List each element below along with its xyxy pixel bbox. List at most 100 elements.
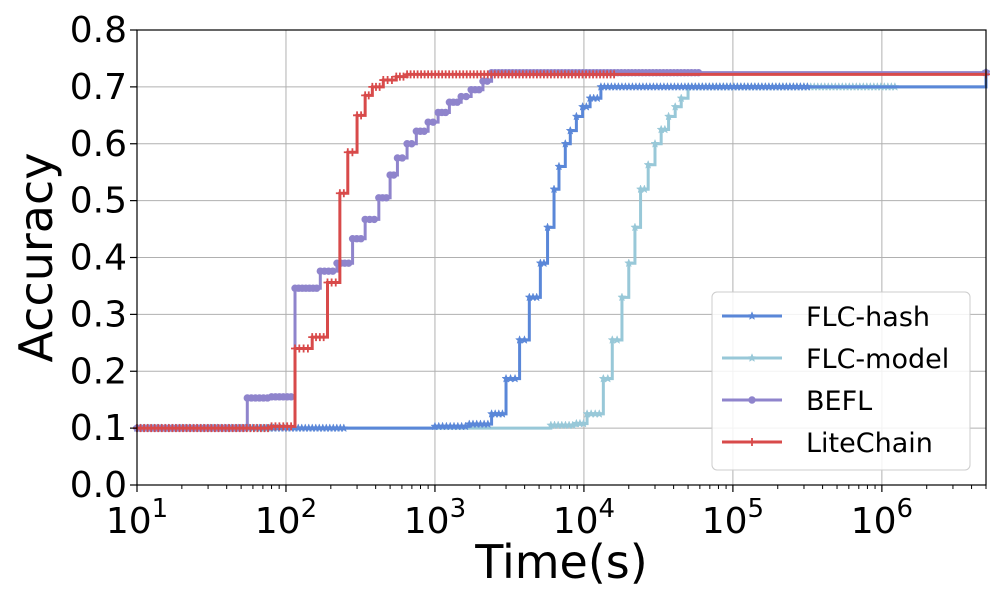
data-point (357, 111, 366, 120)
data-point (348, 148, 357, 157)
data-point (287, 422, 296, 431)
legend-item-litechain: LiteChain (722, 428, 933, 459)
legend-label: LiteChain (806, 428, 933, 459)
x-tick-exponent: 2 (301, 494, 318, 524)
data-point (676, 93, 686, 103)
y-axis-title: Accuracy (9, 152, 63, 362)
series-litechain (133, 70, 990, 433)
data-point (287, 393, 295, 401)
data-point (565, 125, 575, 135)
data-point (612, 335, 622, 344)
y-tick-label: 0.3 (70, 294, 127, 335)
data-point (617, 292, 627, 302)
x-tick-exponent: 1 (152, 494, 169, 524)
x-tick-label: 105 (702, 494, 764, 542)
data-point (462, 92, 470, 101)
data-point (603, 373, 613, 383)
data-point (639, 184, 650, 194)
data-point (554, 161, 564, 171)
data-point (475, 86, 483, 94)
x-tick-base: 10 (553, 501, 599, 542)
minor-ticks (181, 485, 987, 489)
legend-marker (748, 438, 756, 446)
data-point (312, 284, 321, 292)
legend-item-flc-model: FLC-model (722, 344, 949, 375)
data-point (542, 222, 553, 232)
data-point (610, 70, 619, 79)
data-point (643, 159, 653, 169)
data-point (497, 409, 508, 418)
x-tick-label: 106 (851, 494, 913, 542)
y-tick-label: 0.4 (70, 238, 127, 279)
data-point (420, 127, 428, 135)
y-tick-label: 0.8 (70, 10, 127, 51)
legend-item-flc-hash: FLC-hash (722, 302, 930, 333)
data-point (382, 194, 391, 202)
data-point (375, 82, 384, 91)
data-point (339, 189, 348, 198)
data-point (660, 124, 670, 134)
y-tick-label: 0.6 (70, 124, 127, 165)
data-point (303, 344, 312, 353)
data-point (357, 235, 365, 243)
data-point (398, 154, 406, 162)
x-tick-exponent: 3 (450, 494, 467, 524)
x-axis-title: Time(s) (474, 535, 647, 589)
data-point (650, 138, 660, 148)
data-point (408, 140, 416, 148)
data-point (519, 335, 530, 344)
legend: FLC-hash FLC-model BEFL LiteChain (711, 291, 971, 471)
y-tick-label: 0.2 (70, 351, 127, 392)
data-point (594, 409, 604, 418)
data-point (571, 111, 582, 121)
data-point (441, 108, 450, 117)
data-point (581, 101, 592, 111)
data-point (483, 77, 491, 85)
y-tick-label: 0.5 (70, 181, 127, 222)
data-point (453, 98, 461, 106)
x-tick-label: 103 (404, 494, 466, 542)
x-tick-label: 102 (255, 494, 317, 542)
data-point (390, 171, 398, 179)
data-point (331, 278, 340, 287)
legend-label: BEFL (806, 386, 872, 417)
x-tick-exponent: 6 (897, 494, 914, 524)
x-tick-label: 104 (553, 494, 615, 542)
data-point (370, 215, 378, 224)
x-tick-base: 10 (404, 501, 450, 542)
data-point (387, 76, 396, 85)
data-point (578, 418, 589, 428)
data-point (364, 91, 373, 100)
legend-box (711, 291, 971, 471)
data-point (344, 259, 353, 267)
data-point (510, 373, 520, 383)
data-point (483, 419, 493, 429)
data-point (532, 292, 542, 302)
legend-marker (747, 311, 757, 320)
x-tick-exponent: 5 (748, 494, 765, 524)
legend-label: FLC-model (806, 344, 949, 375)
data-point (802, 81, 813, 91)
data-point (592, 93, 602, 103)
legend-marker (747, 353, 757, 362)
data-point (663, 111, 674, 121)
legend-label: FLC-hash (806, 302, 930, 333)
data-point (329, 267, 337, 275)
data-point (429, 118, 437, 126)
x-tick-base: 10 (106, 501, 152, 542)
x-tick-label: 101 (106, 494, 168, 542)
x-tick-base: 10 (851, 501, 897, 542)
data-point (539, 258, 549, 268)
y-tick-label: 0.1 (70, 408, 127, 449)
x-tick-exponent: 4 (599, 494, 616, 524)
data-point (560, 138, 570, 148)
x-axis-ticks: 101 102 103 104 105 106 (106, 485, 913, 542)
y-axis-ticks: 0.0 0.1 0.2 0.3 0.4 0.5 0.6 0.7 0.8 (70, 10, 137, 506)
data-point (630, 222, 640, 232)
series-layer (132, 66, 991, 433)
legend-item-befl: BEFL (722, 386, 872, 417)
y-tick-label: 0.0 (70, 465, 127, 506)
x-tick-base: 10 (255, 501, 301, 542)
data-point (549, 184, 559, 194)
